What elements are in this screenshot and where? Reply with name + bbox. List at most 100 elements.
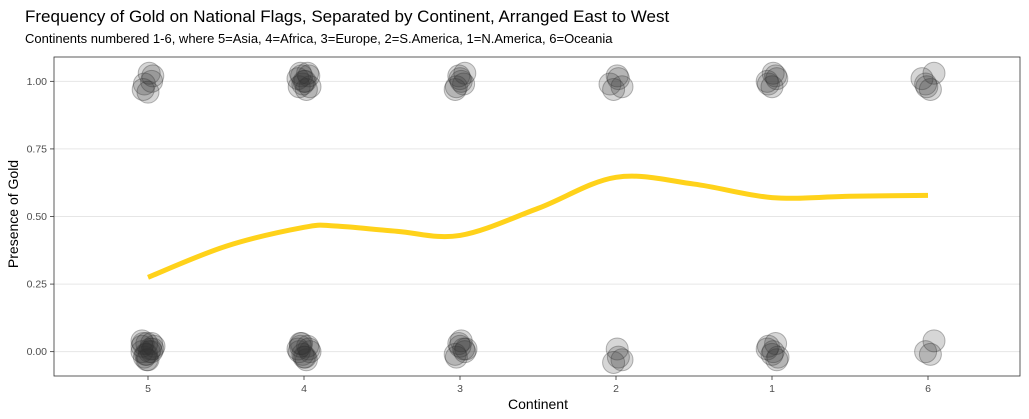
scatter-point	[453, 340, 477, 364]
scatter-point	[761, 340, 785, 364]
scatter-points	[130, 61, 946, 374]
scatter-point	[130, 329, 154, 353]
scatter-point	[293, 345, 317, 369]
scatter-point	[290, 332, 314, 356]
scatter-point	[135, 342, 159, 366]
scatter-point	[292, 345, 316, 369]
scatter-point	[286, 337, 310, 361]
y-tick-label: 1.00	[27, 76, 48, 88]
scatter-point	[137, 340, 161, 364]
scatter-point	[131, 77, 155, 101]
scatter-point	[135, 348, 159, 372]
scatter-point	[287, 340, 311, 364]
y-tick-label: 0.75	[27, 143, 48, 155]
x-tick-label: 1	[769, 383, 775, 395]
scatter-point	[915, 75, 939, 99]
scatter-point	[292, 69, 316, 93]
scatter-point	[453, 61, 477, 85]
scatter-point	[922, 329, 946, 353]
scatter-point	[444, 75, 468, 99]
scatter-point	[756, 72, 780, 96]
scatter-point	[140, 340, 164, 364]
x-tick-label: 5	[145, 383, 151, 395]
scatter-point	[298, 75, 322, 99]
scatter-point	[293, 69, 317, 93]
scatter-point	[296, 61, 320, 85]
scatter-point	[448, 67, 472, 91]
scatter-point	[606, 67, 630, 91]
scatter-point	[605, 337, 629, 361]
y-tick-label: 0.00	[27, 346, 48, 358]
scatter-point	[610, 348, 634, 372]
scatter-point	[132, 345, 156, 369]
scatter-point	[291, 72, 315, 96]
scatter-point	[760, 342, 784, 366]
scatter-point	[606, 345, 630, 369]
scatter-point	[138, 337, 162, 361]
chart-title: Frequency of Gold on National Flags, Sep…	[25, 7, 669, 26]
x-tick-label: 4	[301, 383, 307, 395]
scatter-point	[443, 77, 467, 101]
scatter-point	[297, 64, 321, 88]
scatter-point	[130, 340, 154, 364]
scatter-point	[447, 64, 471, 88]
x-axis-title: Continent	[508, 396, 568, 412]
scatter-point	[142, 334, 166, 358]
scatter-point	[922, 61, 946, 85]
scatter-point	[131, 332, 155, 356]
scatter-point	[297, 337, 321, 361]
scatter-point	[287, 75, 311, 99]
scatter-point	[132, 72, 156, 96]
scatter-point	[298, 340, 322, 364]
scatter-point	[443, 342, 467, 366]
scatter-point	[452, 337, 476, 361]
scatter-point	[765, 348, 789, 372]
scatter-point	[130, 334, 154, 358]
scatter-point	[760, 75, 784, 99]
scatter-point	[918, 77, 942, 101]
x-axis: 5 4 3 2 1 6	[145, 376, 931, 395]
scatter-point	[449, 69, 473, 93]
grid-lines	[54, 80, 1020, 353]
scatter-point	[134, 342, 158, 366]
scatter-point	[136, 80, 160, 104]
scatter-point	[448, 334, 472, 358]
scatter-point	[288, 61, 312, 85]
x-tick-label: 6	[925, 383, 931, 395]
scatter-point	[764, 64, 788, 88]
scatter-point	[141, 337, 165, 361]
scatter-point	[910, 67, 934, 91]
y-axis: 0.00 0.25 0.50 0.75 1.00	[27, 76, 54, 358]
scatter-point	[447, 332, 471, 356]
scatter-point	[294, 348, 318, 372]
scatter-point	[452, 72, 476, 96]
smooth-line-group	[147, 173, 929, 280]
scatter-point	[444, 345, 468, 369]
scatter-point	[286, 67, 310, 91]
scatter-point	[288, 332, 312, 356]
scatter-point	[766, 345, 790, 369]
scatter-point	[765, 67, 789, 91]
scatter-point	[140, 69, 164, 93]
scatter-point	[454, 337, 478, 361]
x-tick-label: 3	[457, 383, 463, 395]
smooth-line	[147, 173, 929, 280]
scatter-point	[764, 332, 788, 356]
x-tick-label: 2	[613, 383, 619, 395]
scatter-point	[605, 64, 629, 88]
scatter-point	[914, 340, 938, 364]
scatter-point	[449, 329, 473, 353]
scatter-point	[918, 342, 942, 366]
scatter-point	[291, 342, 315, 366]
scatter-point	[294, 77, 318, 101]
scatter-point	[914, 72, 938, 96]
scatter-point	[141, 64, 165, 88]
chart-subtitle: Continents numbered 1-6, where 5=Asia, 4…	[25, 31, 613, 46]
scatter-point	[290, 64, 314, 88]
scatter-point	[602, 77, 626, 101]
scatter-point	[598, 72, 622, 96]
scatter-point	[296, 334, 320, 358]
scatter-point	[756, 334, 780, 358]
scatter-point	[755, 69, 779, 93]
y-tick-label: 0.25	[27, 279, 48, 291]
